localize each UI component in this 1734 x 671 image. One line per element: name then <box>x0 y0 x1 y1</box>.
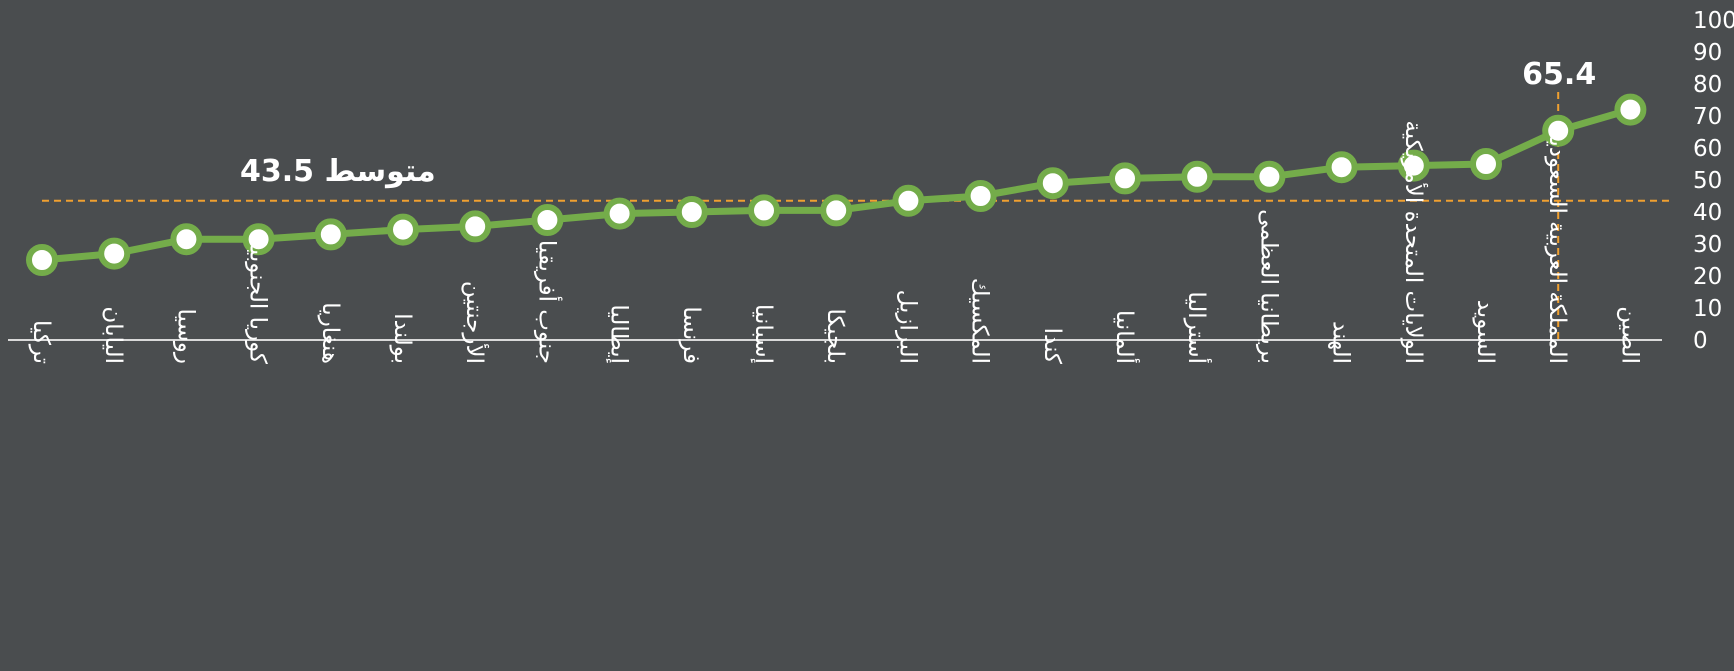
x-axis-category-labels: تركيا اليابان روسيا كوريا الجنوبية هنغاريا بو… <box>28 120 1642 364</box>
y-tick-label: 70 <box>1693 104 1722 130</box>
y-tick-label: 30 <box>1693 232 1722 258</box>
x-category-label: بولندا <box>389 313 415 364</box>
data-point <box>531 204 564 236</box>
y-tick-label: 10 <box>1693 296 1722 322</box>
x-category-label: اليابان <box>100 306 126 364</box>
x-category-label: بلجيكا <box>822 308 848 364</box>
y-tick-label: 90 <box>1693 40 1722 66</box>
data-point <box>1253 160 1286 193</box>
y-tick-label: 20 <box>1693 264 1722 290</box>
data-point <box>387 213 419 246</box>
data-point <box>1397 149 1430 182</box>
x-category-label: المملكة العربية السعودية <box>1544 128 1570 364</box>
x-category-label: كندا <box>1039 328 1065 364</box>
x-category-label: المكسيك <box>967 278 993 364</box>
data-point <box>1109 162 1141 195</box>
data-point <box>1542 114 1575 147</box>
x-category-label: كوريا الجنوبية <box>245 237 271 364</box>
data-point <box>1325 151 1358 184</box>
x-category-label: بريطانيا العظمى <box>1255 209 1281 364</box>
x-category-label: روسيا <box>172 309 198 364</box>
data-point <box>964 180 997 212</box>
highlight-value-label: 65.4 <box>1522 57 1596 92</box>
x-category-label: إسبانيا <box>750 304 776 364</box>
x-category-label: جنوب أفريقيا <box>533 240 562 364</box>
data-point <box>820 194 853 227</box>
y-axis-ticks: 0 10 20 30 40 50 60 70 80 90 100 <box>1693 8 1734 354</box>
data-points <box>26 93 1647 276</box>
data-point <box>242 223 275 256</box>
x-category-label: السويد <box>1472 300 1498 364</box>
data-point <box>314 218 347 251</box>
x-category-label: إيطاليا <box>606 304 632 364</box>
data-point <box>170 223 203 256</box>
y-tick-label: 0 <box>1693 328 1708 354</box>
x-category-label: الولايات المتحدة الأمريكية <box>1400 120 1428 364</box>
data-point <box>26 244 58 276</box>
data-point <box>459 210 492 243</box>
data-point <box>675 196 708 228</box>
data-point <box>1181 160 1214 193</box>
data-point <box>1614 93 1647 126</box>
y-tick-label: 60 <box>1693 136 1722 162</box>
data-point <box>892 184 925 217</box>
average-label: متوسط 43.5 <box>240 154 436 189</box>
x-category-label: هنغاريا <box>317 302 343 364</box>
data-point <box>98 237 131 270</box>
x-category-label: الأرجنتين <box>461 281 489 364</box>
x-category-label: أستراليا <box>1183 291 1212 364</box>
y-tick-label: 80 <box>1693 72 1722 98</box>
x-category-label: الصين <box>1616 306 1642 364</box>
data-point <box>748 194 780 227</box>
x-category-label: البرازيل <box>894 290 920 364</box>
x-category-label: ألمانيا <box>1111 310 1140 364</box>
x-category-label: تركيا <box>28 320 54 364</box>
y-tick-label: 40 <box>1693 200 1722 226</box>
x-category-label: الهند <box>1328 321 1354 364</box>
data-point <box>1470 148 1502 180</box>
y-tick-label: 100 <box>1693 8 1734 34</box>
y-tick-label: 50 <box>1693 168 1722 194</box>
x-category-label: فرنسا <box>678 306 704 364</box>
data-point <box>603 197 636 230</box>
data-point <box>1036 167 1069 200</box>
